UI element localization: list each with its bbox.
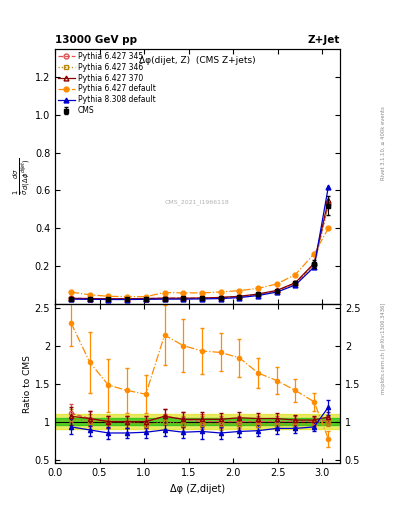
Y-axis label: $\frac{1}{\bar{\sigma}}\frac{d\sigma}{d(\Delta\phi^{dijet})}$: $\frac{1}{\bar{\sigma}}\frac{d\sigma}{d(…: [12, 157, 33, 195]
Pythia 6.427 370: [274, 287, 279, 293]
Pythia 6.427 345: [312, 261, 316, 267]
Pythia 6.427 346: [237, 294, 242, 300]
Pythia 6.427 345: [200, 295, 204, 301]
Bar: [55, 418, 340, 425]
Pythia 6.427 default: [256, 285, 261, 291]
Line: Pythia 6.427 370: Pythia 6.427 370: [69, 198, 331, 301]
Text: CMS_2021_I1966118: CMS_2021_I1966118: [165, 199, 230, 205]
Pythia 6.427 346: [69, 295, 73, 302]
Pythia 6.427 370: [69, 295, 73, 302]
Pythia 6.427 345: [181, 295, 185, 301]
Pythia 6.427 370: [162, 295, 167, 301]
Pythia 8.308 default: [293, 282, 298, 288]
Pythia 8.308 default: [237, 294, 242, 301]
Pythia 8.308 default: [218, 295, 223, 302]
Pythia 8.308 default: [312, 264, 316, 270]
Pythia 6.427 345: [69, 295, 73, 301]
Pythia 6.427 346: [312, 262, 316, 268]
Text: Rivet 3.1.10, ≥ 400k events: Rivet 3.1.10, ≥ 400k events: [381, 106, 386, 180]
Text: 13000 GeV pp: 13000 GeV pp: [55, 35, 137, 45]
Pythia 6.427 370: [326, 197, 331, 203]
Pythia 6.427 default: [87, 292, 92, 298]
Pythia 6.427 370: [312, 260, 316, 266]
Pythia 6.427 370: [125, 295, 130, 302]
Pythia 6.427 346: [274, 288, 279, 294]
Pythia 6.427 default: [106, 293, 111, 300]
Text: Z+Jet: Z+Jet: [308, 35, 340, 45]
Pythia 6.427 345: [162, 295, 167, 301]
Pythia 6.427 346: [293, 281, 298, 287]
Pythia 6.427 default: [237, 288, 242, 294]
Pythia 6.427 370: [218, 294, 223, 301]
Pythia 6.427 345: [106, 295, 111, 302]
Pythia 6.427 346: [200, 295, 204, 302]
Pythia 6.427 default: [143, 293, 148, 300]
Pythia 6.427 default: [162, 289, 167, 295]
Pythia 6.427 345: [143, 295, 148, 302]
Bar: [55, 414, 340, 429]
Pythia 6.427 370: [237, 293, 242, 300]
Pythia 8.308 default: [143, 296, 148, 303]
Pythia 6.427 346: [143, 295, 148, 302]
Pythia 6.427 345: [237, 293, 242, 300]
Pythia 6.427 345: [256, 291, 261, 297]
Pythia 6.427 346: [125, 295, 130, 302]
Pythia 6.427 370: [293, 280, 298, 286]
Line: Pythia 8.308 default: Pythia 8.308 default: [69, 184, 331, 302]
Pythia 6.427 345: [87, 295, 92, 302]
Pythia 6.427 346: [162, 295, 167, 302]
Pythia 6.427 345: [293, 280, 298, 286]
Pythia 6.427 default: [312, 251, 316, 257]
Pythia 6.427 346: [218, 295, 223, 301]
Text: mcplots.cern.ch [arXiv:1306.3436]: mcplots.cern.ch [arXiv:1306.3436]: [381, 303, 386, 394]
Pythia 8.308 default: [256, 292, 261, 298]
Pythia 8.308 default: [106, 296, 111, 303]
X-axis label: Δφ (Z,dijet): Δφ (Z,dijet): [170, 484, 225, 494]
Pythia 6.427 346: [256, 292, 261, 298]
Pythia 6.427 346: [87, 295, 92, 302]
Line: Pythia 6.427 346: Pythia 6.427 346: [69, 203, 331, 301]
Pythia 8.308 default: [69, 296, 73, 302]
Text: Δφ(dijet, Z)  (CMS Z+jets): Δφ(dijet, Z) (CMS Z+jets): [139, 56, 256, 66]
Pythia 6.427 default: [293, 271, 298, 278]
Pythia 6.427 345: [326, 201, 331, 207]
Pythia 6.427 370: [87, 295, 92, 302]
Line: Pythia 6.427 345: Pythia 6.427 345: [69, 201, 331, 301]
Line: Pythia 6.427 default: Pythia 6.427 default: [69, 226, 331, 299]
Pythia 6.427 345: [218, 294, 223, 301]
Pythia 6.427 default: [218, 289, 223, 295]
Pythia 6.427 346: [181, 295, 185, 302]
Pythia 8.308 default: [162, 296, 167, 302]
Pythia 6.427 default: [274, 281, 279, 287]
Pythia 6.427 default: [181, 290, 185, 296]
Pythia 6.427 370: [143, 295, 148, 302]
Pythia 6.427 370: [181, 295, 185, 301]
Pythia 6.427 345: [125, 295, 130, 302]
Pythia 6.427 370: [106, 295, 111, 302]
Pythia 6.427 370: [256, 291, 261, 297]
Pythia 6.427 default: [69, 289, 73, 295]
Pythia 8.308 default: [87, 296, 92, 303]
Y-axis label: Ratio to CMS: Ratio to CMS: [23, 355, 32, 413]
Pythia 6.427 345: [274, 288, 279, 294]
Pythia 8.308 default: [181, 296, 185, 302]
Pythia 8.308 default: [200, 296, 204, 302]
Pythia 6.427 346: [326, 202, 331, 208]
Pythia 8.308 default: [125, 296, 130, 303]
Pythia 6.427 default: [200, 290, 204, 296]
Pythia 6.427 370: [200, 295, 204, 301]
Legend: Pythia 6.427 345, Pythia 6.427 346, Pythia 6.427 370, Pythia 6.427 default, Pyth: Pythia 6.427 345, Pythia 6.427 346, Pyth…: [57, 51, 156, 116]
Pythia 6.427 default: [326, 225, 331, 231]
Pythia 6.427 346: [106, 295, 111, 302]
Pythia 6.427 default: [125, 293, 130, 300]
Pythia 8.308 default: [274, 289, 279, 295]
Pythia 8.308 default: [326, 184, 331, 190]
